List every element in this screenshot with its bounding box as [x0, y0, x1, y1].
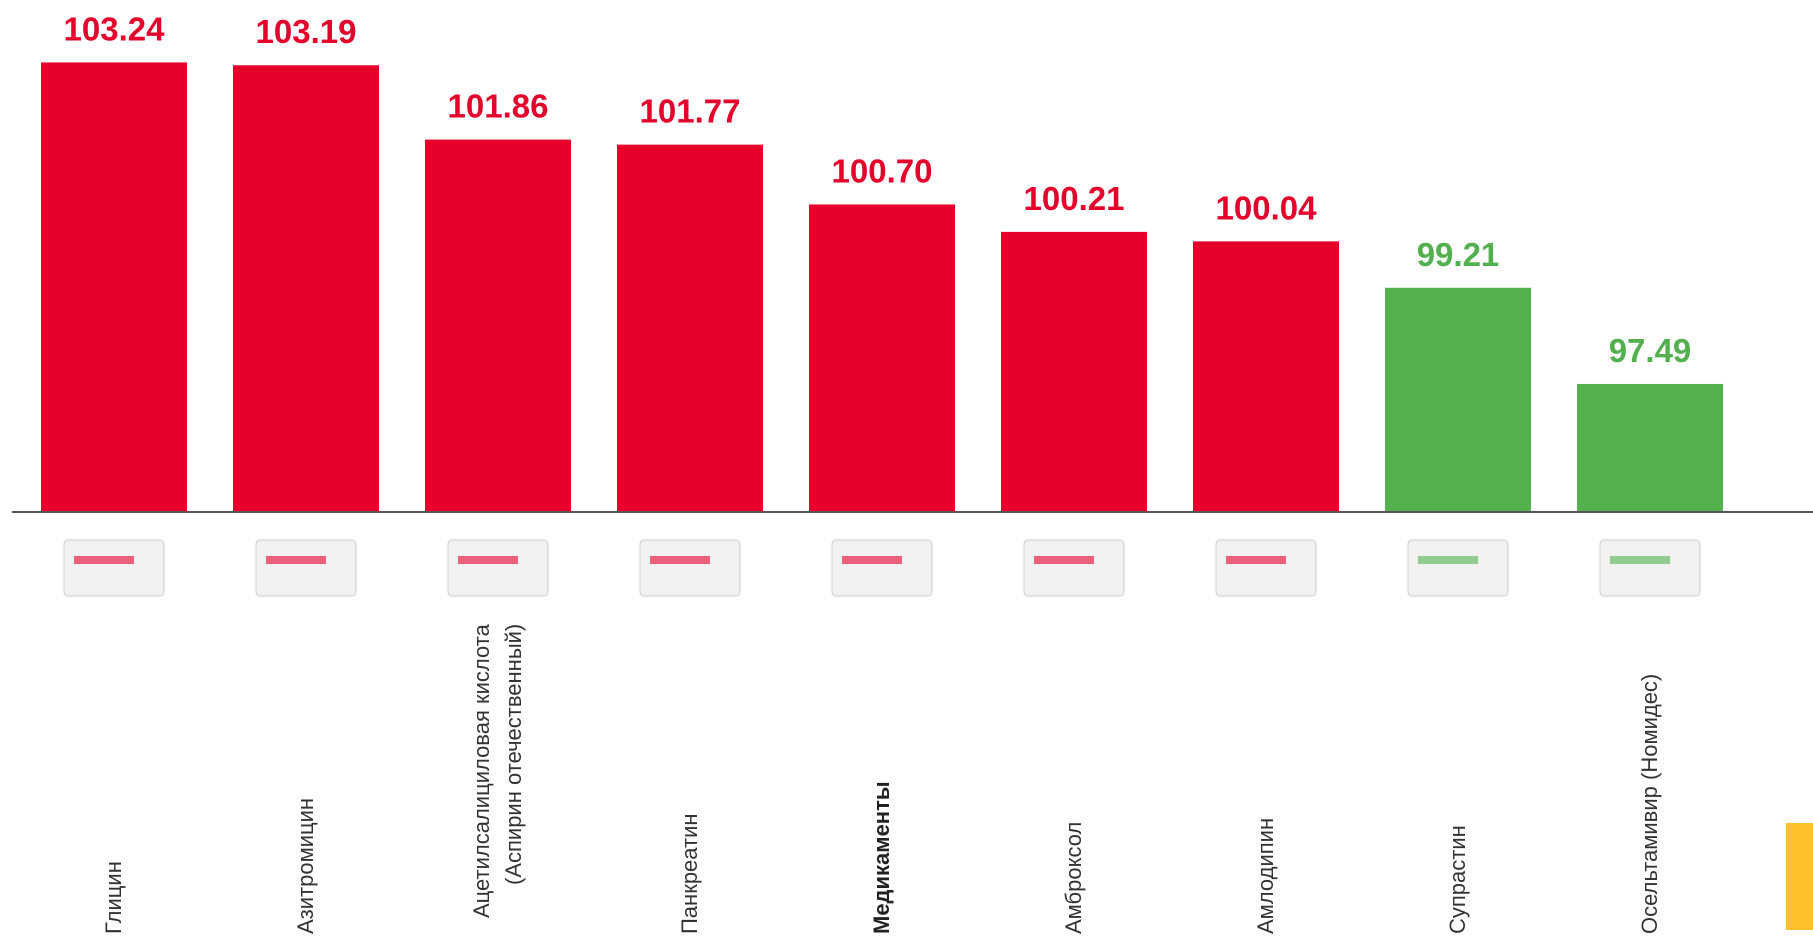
value-label: 99.21 — [1417, 236, 1500, 273]
product-icon-stripe — [1034, 556, 1094, 564]
product-icon — [1600, 540, 1700, 596]
value-label: 103.19 — [256, 13, 357, 50]
bar — [809, 204, 955, 512]
product-icon — [1024, 540, 1124, 596]
bar — [1193, 241, 1339, 512]
decoration — [1786, 823, 1813, 930]
product-icon — [832, 540, 932, 596]
product-icon — [1408, 540, 1508, 596]
bar — [41, 62, 187, 512]
x-tick-label: Ацетилсалициловая кислота (Аспирин отече… — [438, 624, 558, 934]
value-label: 100.04 — [1216, 189, 1318, 226]
product-icon-stripe — [458, 556, 518, 564]
value-label: 100.70 — [832, 152, 933, 189]
bar — [233, 65, 379, 512]
product-icon — [256, 540, 356, 596]
bar — [617, 145, 763, 512]
value-label: 103.24 — [64, 10, 166, 47]
product-icon-stripe — [74, 556, 134, 564]
x-tick-label: Супрастин — [1398, 624, 1518, 934]
value-label: 100.21 — [1024, 180, 1125, 217]
x-tick-label: Медикаменты — [822, 624, 942, 934]
product-icon-stripe — [1418, 556, 1478, 564]
value-label: 101.77 — [640, 93, 741, 130]
product-icon-stripe — [266, 556, 326, 564]
x-tick-label: Амлодипин — [1206, 624, 1326, 934]
bar — [1385, 288, 1531, 512]
product-icon-stripe — [650, 556, 710, 564]
product-icon — [448, 540, 548, 596]
x-tick-label: Амброксол — [1014, 624, 1134, 934]
product-icon-stripe — [1610, 556, 1670, 564]
bar — [1001, 232, 1147, 512]
bar — [1577, 384, 1723, 512]
value-label: 101.86 — [448, 88, 549, 125]
product-icon — [64, 540, 164, 596]
x-tick-label: Панкреатин — [630, 624, 750, 934]
value-label: 97.49 — [1609, 332, 1692, 369]
x-tick-label: Глицин — [54, 624, 174, 934]
product-icon-stripe — [1226, 556, 1286, 564]
product-icon — [640, 540, 740, 596]
x-tick-label: Азитромицин — [246, 624, 366, 934]
product-icon-stripe — [842, 556, 902, 564]
x-tick-label: Осельтамивир (Номидес) — [1590, 624, 1710, 934]
product-icon — [1216, 540, 1316, 596]
bar — [425, 140, 571, 512]
chart: 103.24 103.19 101.86 101.77 100.70 100.21 100.… — [0, 0, 1813, 944]
